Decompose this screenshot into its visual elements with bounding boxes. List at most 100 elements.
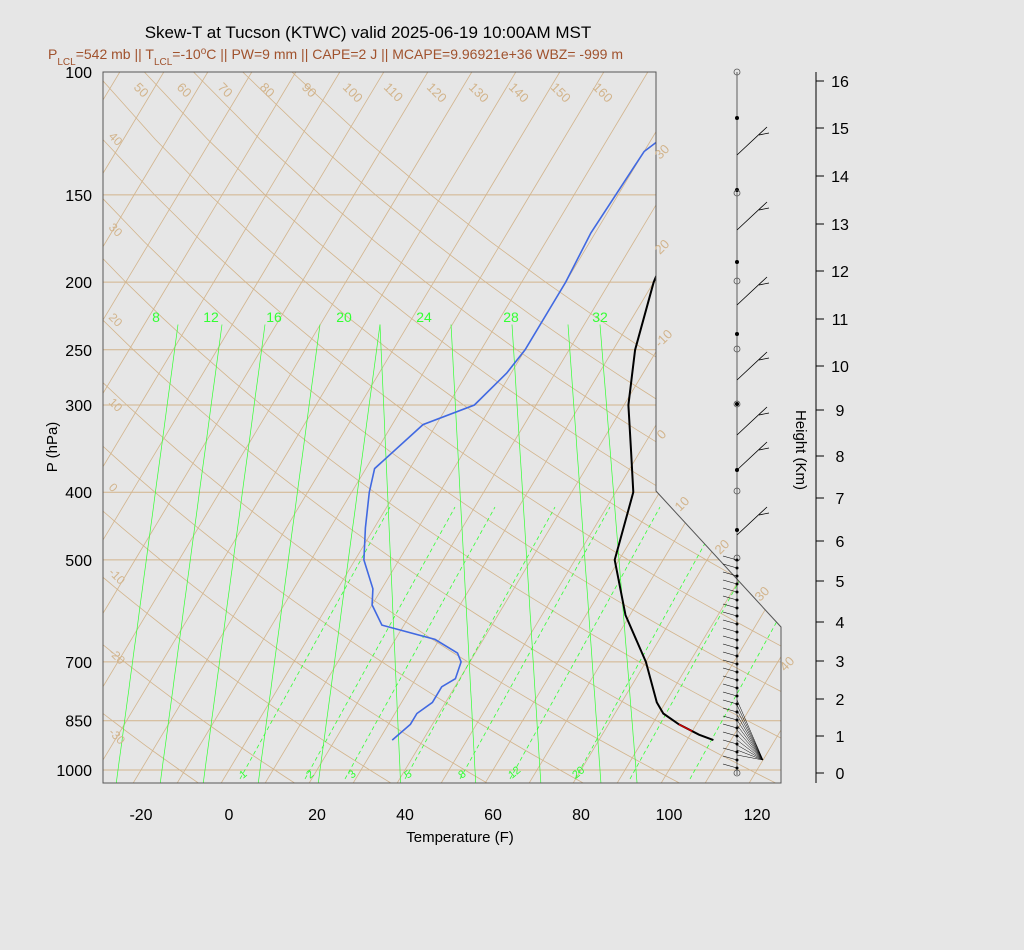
wind-barb — [722, 627, 738, 633]
dry-adiabat-line — [193, 72, 781, 783]
pressure-axis-ticks: 100 150 200 250 300 400 500 700 850 1000 — [56, 65, 92, 780]
isotherm-line — [175, 72, 605, 783]
isotherm-line — [659, 72, 781, 783]
isotherm-line — [219, 72, 649, 783]
isotherm-line — [131, 72, 561, 783]
wind-barb — [736, 714, 764, 761]
isotherm-line — [439, 72, 781, 783]
height-tick-label: 7 — [836, 491, 845, 508]
dry-adiabat-line — [144, 72, 781, 783]
x-tick-label: 0 — [225, 807, 234, 824]
height-tick-label: 3 — [836, 654, 845, 671]
pressure-tick-label: 250 — [65, 343, 92, 360]
wind-barb — [722, 755, 738, 761]
isotherm-line — [792, 72, 1024, 785]
dry-adiabat-line — [0, 72, 8, 785]
wind-barb — [722, 731, 738, 737]
mixing-ratio-label: 20 — [570, 764, 587, 781]
dry-adiabat-line — [103, 72, 395, 783]
wind-barb — [736, 699, 764, 761]
x-tick-label: 40 — [396, 807, 414, 824]
pressure-tick-label: 700 — [65, 655, 92, 672]
isotherm-line — [103, 72, 341, 783]
dry-adiabat-line — [103, 72, 684, 783]
wind-barb-flag — [758, 207, 770, 211]
isotherm-line — [880, 72, 1024, 785]
mixing-ratio-label: 12 — [506, 764, 523, 781]
moist-adiabat-line — [511, 324, 542, 783]
isotherm-line — [103, 72, 385, 783]
plot-border — [102, 71, 782, 784]
height-tick-label: 8 — [836, 449, 845, 466]
isotherm-label: 150 — [548, 80, 574, 106]
pressure-tick-label: 200 — [65, 275, 92, 292]
temperature-trace — [613, 72, 781, 742]
wind-barb — [722, 715, 738, 721]
isotherm-line — [307, 72, 737, 783]
isotherm-line — [103, 72, 297, 783]
plot-area: 50 60 70 80 90 100 110 120 130 140 150 160403020100… — [0, 71, 1024, 785]
chart-title: Skew-T at Tucson (KTWC) valid 2025-06-19… — [145, 23, 592, 42]
wind-calm-circle — [733, 189, 741, 197]
mixing-ratio-line — [404, 506, 556, 780]
height-tick-label: 2 — [836, 692, 845, 709]
wind-barb — [722, 619, 738, 625]
mixing-ratio-label: 20 — [336, 309, 352, 325]
moist-adiabat-line — [567, 324, 602, 783]
height-tick-label: 16 — [831, 74, 849, 91]
mixing-ratio-line — [344, 506, 496, 780]
wind-barb — [736, 406, 768, 436]
wind-barb-dot — [735, 528, 739, 532]
isotherm-line — [103, 72, 429, 783]
wind-barb — [736, 749, 764, 761]
isotherm-line — [263, 72, 693, 783]
wind-barb — [722, 707, 738, 713]
moist-adiabat-line — [450, 324, 477, 783]
wind-barb — [722, 667, 738, 673]
isotherm-line — [103, 72, 209, 783]
wind-barb — [736, 351, 768, 381]
height-tick-label: 10 — [831, 359, 849, 376]
wind-barb — [722, 587, 738, 593]
x-tick-label: -20 — [129, 807, 152, 824]
moist-adiabat-line — [115, 324, 179, 783]
isotherm-label: 160 — [590, 80, 616, 106]
wind-barb — [736, 739, 764, 761]
adiabat-label: 10 — [106, 395, 126, 415]
wind-barb — [722, 691, 738, 697]
x-tick-label: 20 — [308, 807, 326, 824]
pressure-tick-label: 150 — [65, 188, 92, 205]
mixing-ratio-label: 32 — [592, 309, 608, 325]
mixing-ratio-line — [629, 506, 781, 780]
dewpoint-trace — [363, 72, 750, 741]
wind-barb — [722, 747, 738, 753]
wind-barbs — [722, 68, 770, 777]
parcel-segment — [678, 723, 693, 732]
dry-adiabat-line — [103, 72, 491, 783]
height-axis-label: Height (Km) — [792, 410, 809, 490]
pressure-tick-label: 850 — [65, 714, 92, 731]
wind-barb — [736, 126, 768, 156]
isotherm-label: 140 — [506, 80, 532, 106]
height-tick-label: 0 — [836, 766, 845, 783]
dry-adiabat-line — [103, 72, 781, 783]
isotherm-label: 120 — [424, 80, 450, 106]
wind-barb — [736, 754, 764, 761]
y-axis-label: P (hPa) — [44, 422, 61, 473]
wind-barb — [722, 603, 738, 609]
isotherm-line — [836, 72, 1024, 785]
wind-barb-flag — [758, 512, 770, 516]
adiabat-label: 0 — [106, 480, 121, 495]
mixing-ratio-line — [304, 506, 456, 780]
wind-barb-dot — [735, 116, 739, 120]
wind-barb — [722, 571, 738, 577]
wind-barb — [722, 611, 738, 617]
wind-barb-flag — [758, 412, 770, 416]
x-tick-label: 80 — [572, 807, 590, 824]
x-axis-label: Temperature (F) — [406, 829, 514, 846]
isotherm-label: 60 — [174, 80, 195, 101]
wind-barb — [722, 723, 738, 729]
wind-barb — [722, 635, 738, 641]
wind-calm-circle — [733, 68, 741, 76]
